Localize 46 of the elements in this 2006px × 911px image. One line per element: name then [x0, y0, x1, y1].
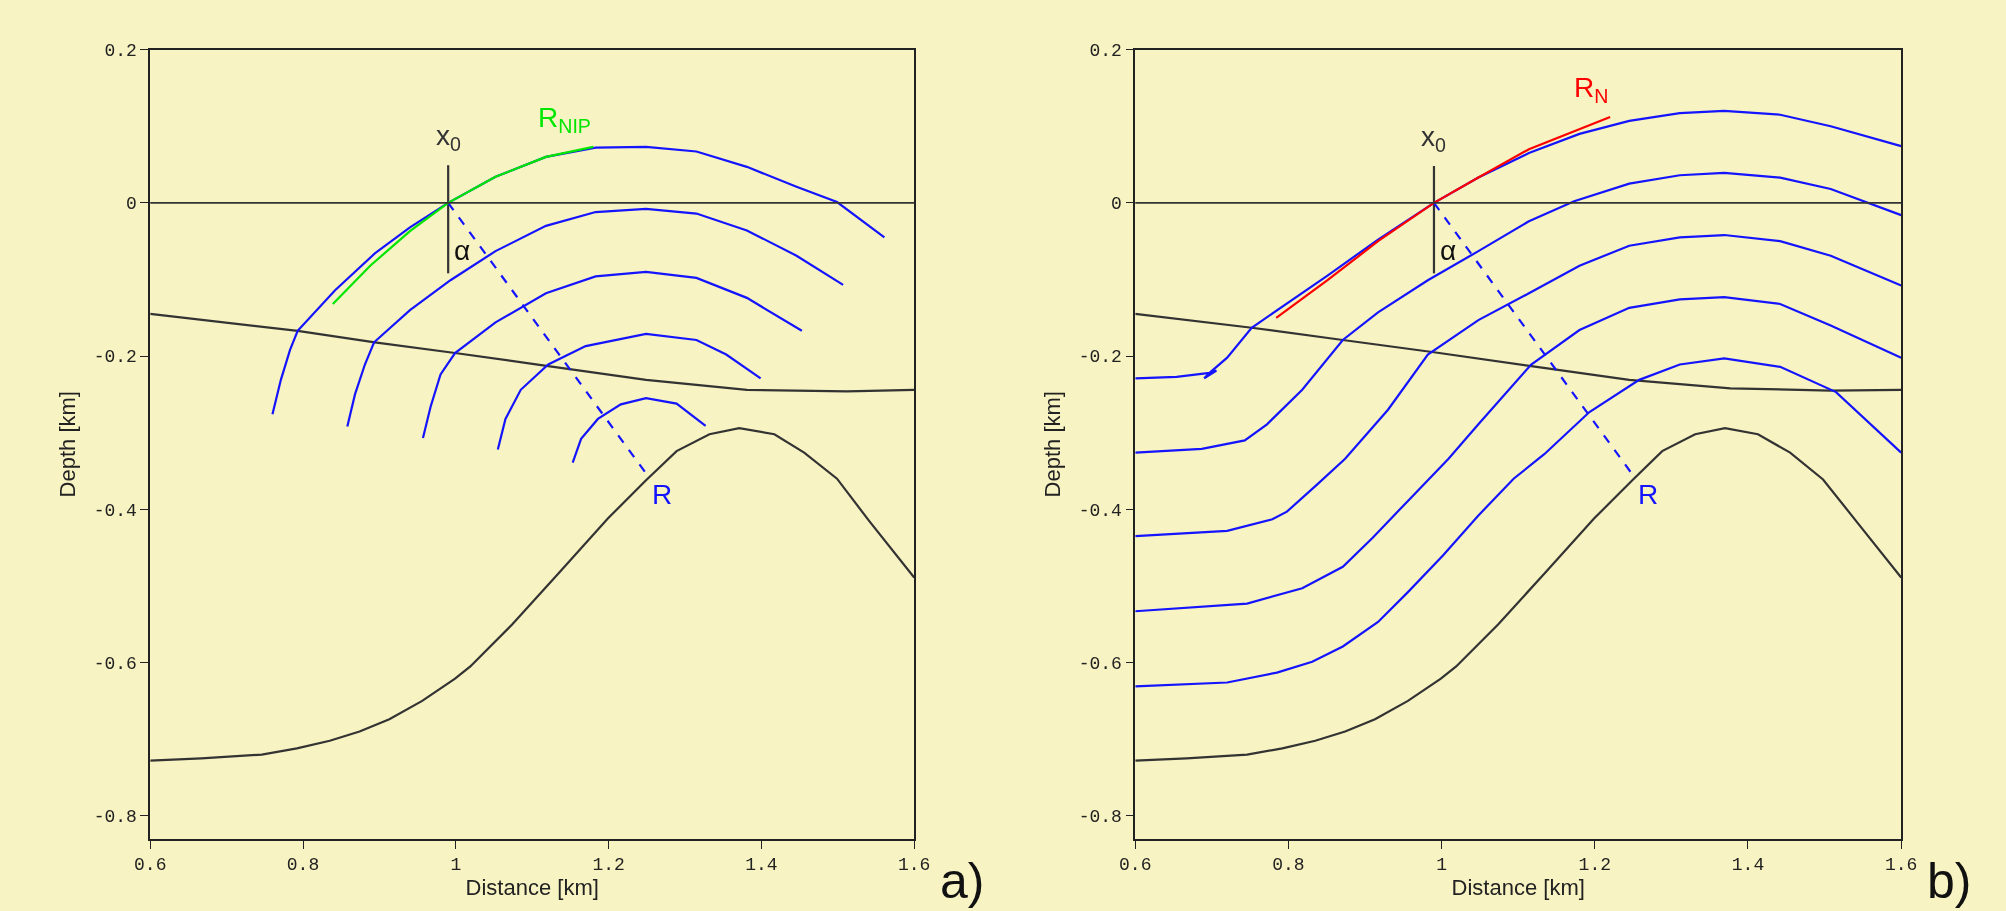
- x-axis-title: Distance [km]: [465, 875, 599, 901]
- y-tick-label: -0.6: [93, 653, 137, 674]
- x-tick-label: 1.2: [1578, 855, 1612, 876]
- y-tick-label: -0.4: [93, 500, 137, 521]
- series-label: R: [652, 479, 673, 510]
- y-axis-title: Depth [km]: [54, 391, 80, 498]
- x-tick-label: 1.6: [1884, 855, 1918, 876]
- x-tick-label: 1.4: [1731, 855, 1765, 876]
- line-series: [150, 312, 915, 393]
- text: b): [1927, 853, 1972, 909]
- line-series: [150, 427, 915, 762]
- x-tick-label: 0.6: [1119, 855, 1152, 876]
- x-tick-label: 0.8: [286, 855, 320, 876]
- series-label: x$_{0}$: [436, 120, 461, 155]
- series-label: R$_{NIP}$: [538, 102, 591, 137]
- y-tick-label: 0.2: [104, 40, 137, 61]
- series-label: R$_{N}$: [1574, 72, 1609, 107]
- line-series: [1135, 109, 1902, 380]
- annotation: α: [1440, 235, 1457, 266]
- line-series: [1275, 115, 1612, 319]
- y-tick-label: -0.8: [93, 807, 137, 828]
- y-tick-label: 0.2: [1089, 40, 1122, 61]
- annotation: α: [454, 235, 471, 266]
- y-tick-label: 0: [126, 194, 137, 215]
- x-tick-label: 1: [450, 855, 462, 876]
- line-series: [346, 207, 845, 428]
- x-tick-label: 1.6: [897, 855, 931, 876]
- line-series: [1135, 312, 1902, 392]
- y-axis-title: Depth [km]: [1039, 391, 1065, 498]
- x-axis-title: Distance [km]: [1451, 875, 1585, 901]
- x-tick-label: 0.6: [134, 855, 167, 876]
- y-tick-label: -0.4: [1078, 500, 1122, 521]
- y-tick-label: -0.2: [93, 347, 137, 368]
- x-tick-label: 1.4: [745, 855, 778, 876]
- x-tick-label: 0.8: [1272, 855, 1305, 876]
- y-tick-label: -0.2: [1078, 347, 1122, 368]
- x-tick-label: 1: [1436, 855, 1448, 876]
- series-label: R: [1638, 479, 1659, 510]
- x-tick-label: 1.2: [592, 855, 625, 876]
- y-tick-label: -0.6: [1078, 653, 1122, 674]
- line-series: [496, 332, 762, 451]
- line-series: [1135, 427, 1902, 762]
- series-label: x$_{0}$: [1421, 121, 1446, 156]
- y-tick-label: 0: [1111, 194, 1122, 215]
- text: a): [940, 853, 985, 909]
- y-tick-label: -0.8: [1078, 807, 1122, 828]
